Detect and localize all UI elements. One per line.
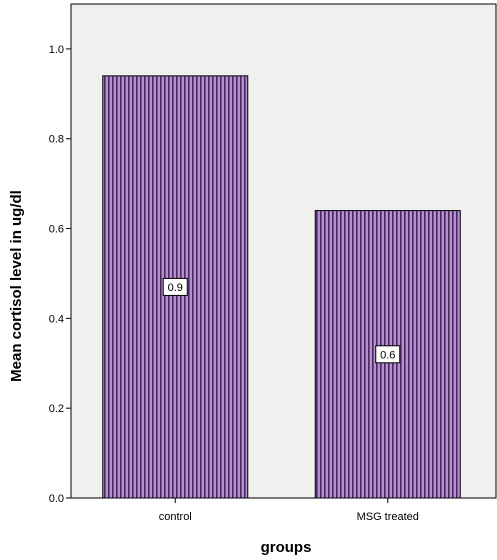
x-axis: control MSG treated: [71, 497, 496, 523]
y-axis-title: Mean cortisol level in ug/dl: [8, 190, 25, 382]
data-label-box: [375, 345, 401, 364]
y-tick-label: 0.6: [49, 224, 64, 236]
data-label: 0.9: [168, 282, 183, 294]
y-tick-label: 0.8: [49, 134, 64, 146]
x-tick-label: MSG treated: [357, 511, 419, 523]
data-labels-layer: 0.9 0.6: [162, 277, 401, 364]
data-label: 0.6: [380, 349, 395, 361]
y-tick-label: 0.2: [49, 403, 64, 415]
y-axis: 0.0 0.2 0.4 0.6 0.8 1.0: [49, 4, 72, 505]
x-axis-title: groups: [261, 539, 312, 556]
data-label-box: [162, 277, 188, 296]
x-tick-label: control: [159, 511, 192, 523]
y-tick-label: 0.0: [49, 493, 64, 505]
y-tick-label: 0.4: [49, 313, 64, 325]
y-tick-label: 1.0: [49, 44, 64, 56]
